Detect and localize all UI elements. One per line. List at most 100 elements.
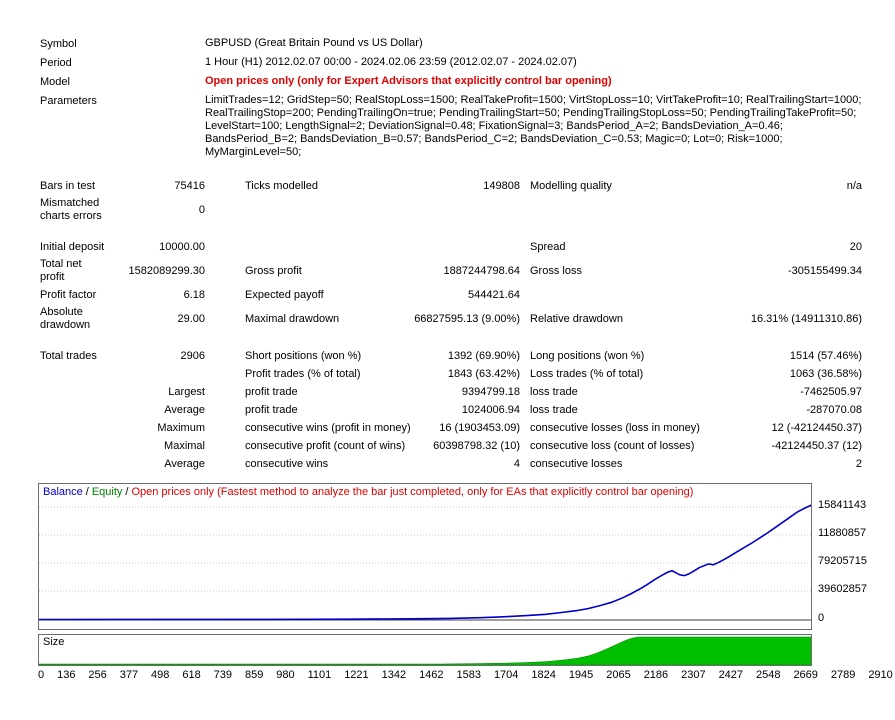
stat-label: Profit factor — [40, 288, 97, 301]
stat-value: 1887244798.64 — [443, 264, 520, 277]
x-axis-tick-label: 1583 — [456, 669, 481, 681]
stat-label: loss trade — [530, 403, 578, 416]
stat-row: Bars in test 75416 Ticks modelled 149808… — [40, 177, 895, 195]
size-area — [39, 636, 811, 665]
y-axis-tick-label: 39602857 — [818, 583, 867, 595]
x-axis-tick-label: 2548 — [756, 669, 781, 681]
stat-label: Short positions (won %) — [245, 349, 362, 362]
stat-label: profit trade — [245, 403, 298, 416]
stat-value: 1063 (36.58%) — [789, 367, 862, 380]
stat-label: profit trade — [245, 385, 298, 398]
stat-label: Loss trades (% of total) — [530, 367, 644, 380]
stat-row: Absolute drawdown 29.00 Maximal drawdown… — [40, 304, 895, 334]
stat-row: Mismatched charts errors 0 — [40, 195, 895, 225]
x-axis-tick-label: 618 — [182, 669, 201, 681]
stat-label: consecutive wins (profit in money) — [245, 421, 411, 434]
stat-value: 2 — [855, 457, 862, 470]
stat-value: 75416 — [174, 179, 205, 192]
balance-line — [39, 504, 811, 621]
stat-value: 12 (-42124450.37) — [771, 421, 862, 434]
x-axis-tick-label: 498 — [151, 669, 170, 681]
stat-value: -287070.08 — [806, 403, 862, 416]
x-axis-tick-label: 980 — [276, 669, 295, 681]
info-row: Period 1 Hour (H1) 2012.02.07 00:00 - 20… — [40, 53, 895, 72]
stat-value: 1843 (63.42%) — [447, 367, 520, 380]
legend-separator: / — [125, 486, 129, 498]
stat-label: consecutive profit (count of wins) — [245, 439, 406, 452]
stat-label: Maximal drawdown — [245, 312, 340, 325]
x-axis-tick-label: 2186 — [643, 669, 669, 681]
stat-label: loss trade — [530, 385, 578, 398]
stat-value: -7462505.97 — [800, 385, 862, 398]
stat-value: Maximal — [164, 439, 205, 452]
y-axis: 15841143 11880857 79205715 39602857 0 — [812, 483, 895, 630]
stat-label: Mismatched charts errors — [40, 197, 102, 222]
size-chart: Size — [38, 634, 812, 666]
strategy-tester-report: Symbol GBPUSD (Great Britain Pound vs US… — [0, 34, 895, 681]
info-row: Symbol GBPUSD (Great Britain Pound vs US… — [40, 34, 895, 53]
stat-row: Total net profit 1582089299.30 Gross pro… — [40, 256, 895, 286]
info-row: Parameters LimitTrades=12; GridStep=50; … — [40, 91, 895, 162]
legend-separator: / — [85, 486, 89, 498]
info-row: Model Open prices only (only for Expert … — [40, 72, 895, 91]
stat-row: Maximal consecutive profit (count of win… — [40, 437, 895, 455]
stat-label: Gross loss — [530, 264, 582, 277]
x-axis-tick-label: 2307 — [681, 669, 706, 681]
stat-value: n/a — [846, 179, 862, 192]
y-axis-tick-label: 0 — [818, 612, 825, 624]
stat-row: Average consecutive wins 4 consecutive l… — [40, 455, 895, 473]
stat-value: 60398798.32 (10) — [433, 439, 520, 452]
x-axis-tick-label: 1342 — [381, 669, 407, 681]
info-section: Symbol GBPUSD (Great Britain Pound vs US… — [0, 34, 895, 162]
stat-value: -305155499.34 — [787, 264, 862, 277]
legend-balance-label: Balance — [43, 486, 83, 498]
x-axis-tick-label: 739 — [213, 669, 232, 681]
x-axis-tick-label: 1824 — [531, 669, 556, 681]
stat-label: Total trades — [40, 349, 97, 362]
stat-row: Initial deposit 10000.00 Spread 20 — [40, 238, 895, 256]
balance-chart: Balance / Equity / Open prices only (Fastest… — [38, 483, 812, 630]
y-axis-tick-label: 15841143 — [818, 499, 867, 511]
x-axis-tick-label: 1945 — [568, 669, 594, 681]
stat-row: Total trades 2906 Short positions (won %… — [40, 347, 895, 365]
size-chart-label: Size — [43, 636, 65, 648]
stat-value: Average — [164, 457, 205, 470]
symbol-label: Symbol — [40, 38, 77, 50]
x-axis: 0 136 256 377 498 618 739 859 980 1101 1… — [38, 669, 895, 681]
stat-value: 9394799.18 — [461, 385, 520, 398]
x-axis-tick-label: 256 — [88, 669, 107, 681]
x-axis-tick-label: 136 — [57, 669, 76, 681]
x-axis-tick-label: 2910 — [868, 669, 893, 681]
stat-value: 1392 (69.90%) — [447, 349, 520, 362]
stat-label: Modelling quality — [530, 179, 612, 192]
x-axis-tick-label: 1462 — [419, 669, 444, 681]
equity-line — [39, 504, 811, 620]
stat-value: 16.31% (14911310.86) — [750, 312, 862, 325]
x-axis-tick-label: 1221 — [344, 669, 369, 681]
x-axis-tick-label: 859 — [244, 669, 264, 681]
stat-label: Bars in test — [40, 179, 96, 192]
stat-value: 10000.00 — [159, 240, 205, 253]
period-value: 1 Hour (H1) 2012.02.07 00:00 - 2024.02.0… — [205, 56, 577, 68]
stat-label: Ticks modelled — [245, 179, 318, 192]
stat-label: Expected payoff — [245, 288, 324, 301]
legend-equity-label: Equity — [91, 486, 123, 498]
stat-label: Initial deposit — [40, 240, 105, 253]
parameters-value: LimitTrades=12; GridStep=50; RealStopLos… — [205, 94, 862, 158]
stat-value: 1514 (57.46%) — [789, 349, 862, 362]
stat-row: Profit factor 6.18 Expected payoff 54442… — [40, 286, 895, 304]
stat-label: Relative drawdown — [530, 312, 623, 325]
x-axis-tick-label: 2427 — [718, 669, 744, 681]
charts-section: Balance / Equity / Open prices only (Fastest… — [0, 483, 895, 681]
stat-label: consecutive losses — [530, 457, 623, 470]
x-axis-tick-label: 0 — [38, 669, 45, 681]
stat-label: consecutive loss (count of losses) — [530, 439, 695, 452]
stat-value: 1024006.94 — [461, 403, 520, 416]
stat-label: Absolute drawdown — [40, 306, 91, 331]
stat-row: Largest profit trade 9394799.18 loss tra… — [40, 383, 895, 401]
x-axis-tick-label: 377 — [119, 669, 139, 681]
stat-value: 0 — [198, 203, 205, 216]
stat-label: Profit trades (% of total) — [245, 367, 361, 380]
stat-label: consecutive wins — [245, 457, 329, 470]
y-axis-tick-label: 79205715 — [818, 555, 867, 567]
